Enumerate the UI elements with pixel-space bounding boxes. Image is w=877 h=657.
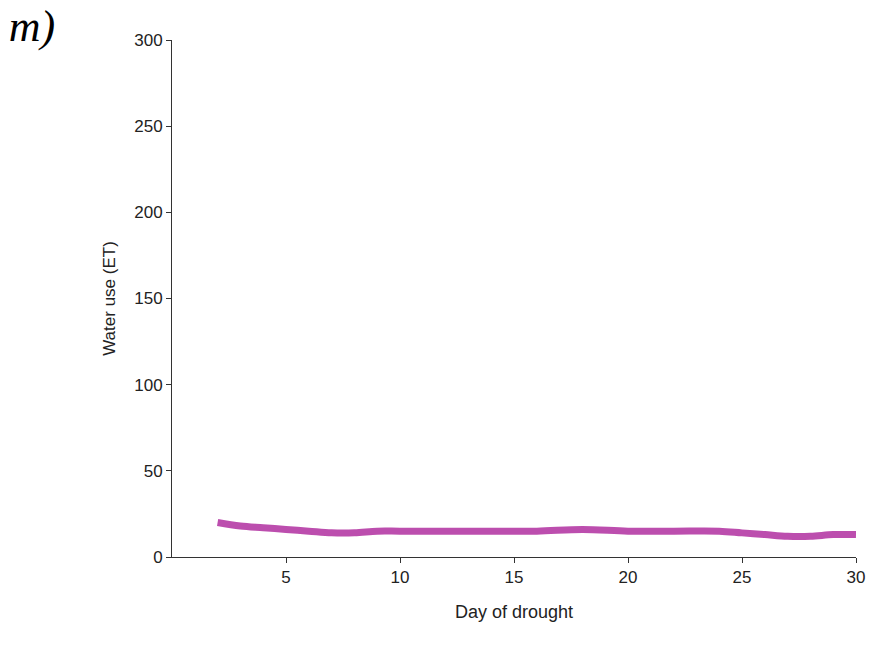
svg-text:30: 30	[847, 568, 866, 587]
svg-text:200: 200	[134, 203, 162, 222]
svg-text:150: 150	[134, 289, 162, 308]
svg-text:25: 25	[733, 568, 752, 587]
svg-text:250: 250	[134, 117, 162, 136]
svg-text:300: 300	[134, 31, 162, 50]
svg-text:Water use (ET): Water use (ET)	[100, 241, 119, 356]
svg-text:m): m)	[9, 2, 55, 51]
svg-text:20: 20	[619, 568, 638, 587]
svg-text:0: 0	[153, 548, 162, 567]
svg-text:15: 15	[505, 568, 524, 587]
svg-text:50: 50	[144, 462, 163, 481]
svg-text:Day of drought: Day of drought	[455, 602, 573, 622]
svg-text:10: 10	[391, 568, 410, 587]
svg-text:5: 5	[281, 568, 290, 587]
svg-text:100: 100	[134, 376, 162, 395]
